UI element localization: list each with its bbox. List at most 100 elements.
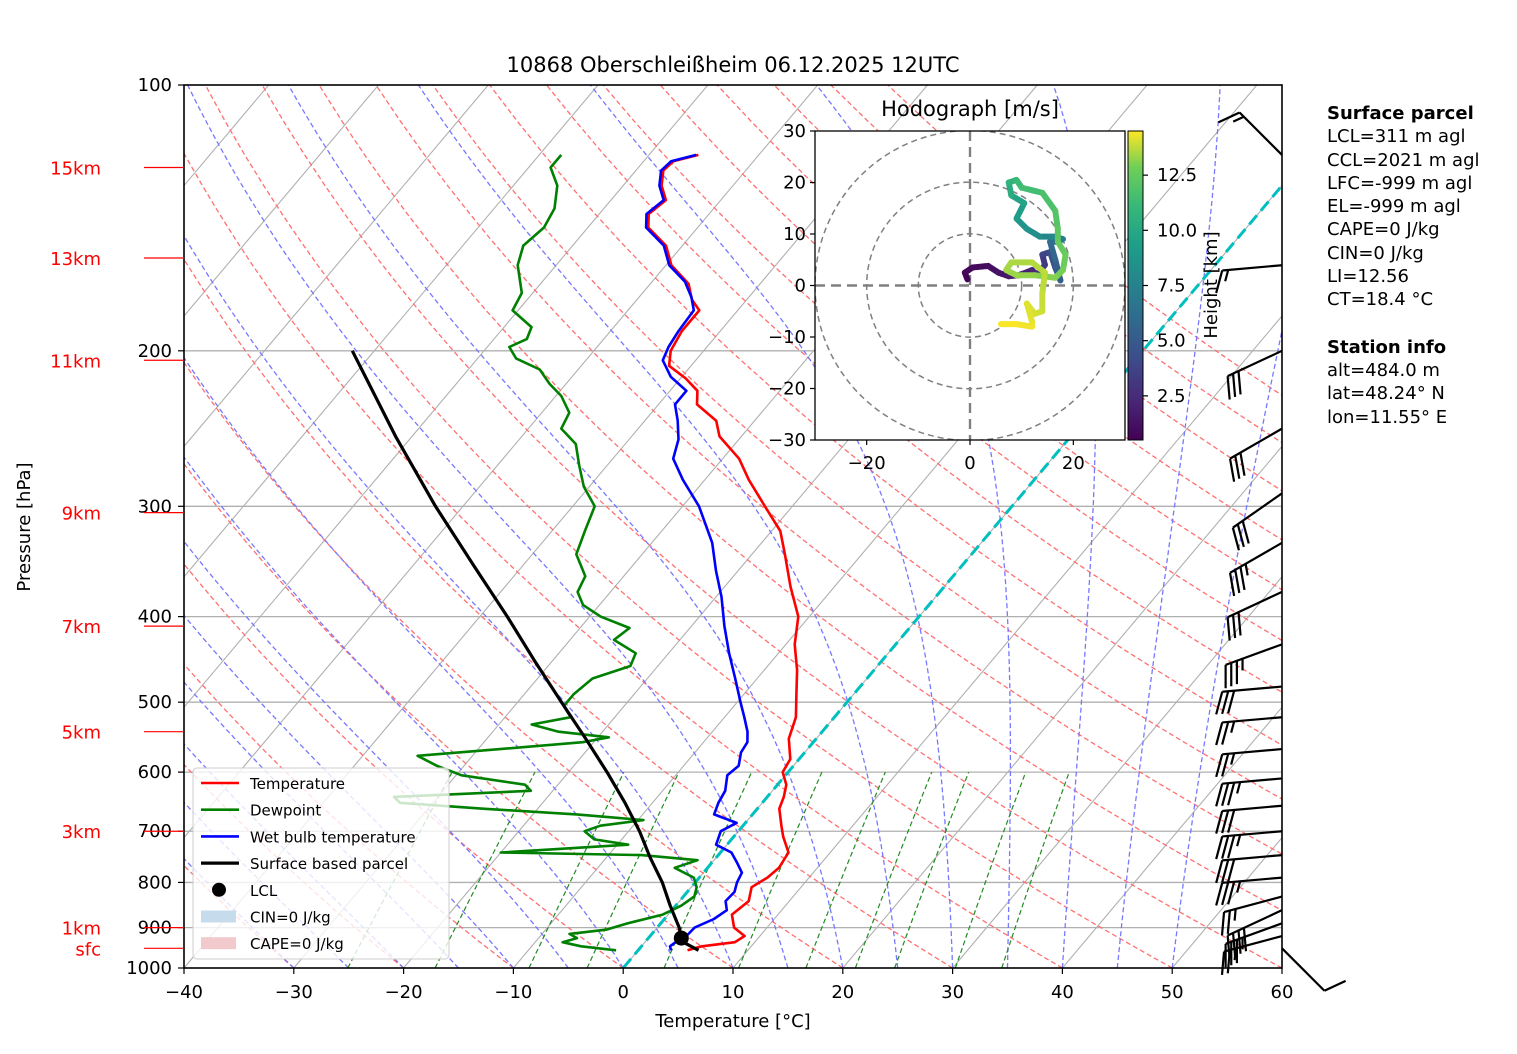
barb-staff	[1227, 349, 1283, 378]
colorbar-tick-label: 7.5	[1157, 276, 1186, 297]
barb-flag	[1226, 910, 1231, 934]
x-tick-label: −20	[385, 982, 423, 1003]
barb-flag	[1236, 523, 1245, 548]
wind-barb	[1226, 590, 1283, 641]
barb-staff	[1238, 111, 1283, 156]
barb-flag	[1220, 911, 1226, 936]
dry-adiabat	[184, 258, 953, 968]
mixing-ratio-line	[434, 771, 536, 968]
barb-flag	[1217, 111, 1241, 124]
wet-bulb-line	[644, 153, 749, 951]
station-info-line: lat=48.24° N	[1327, 383, 1445, 405]
legend-box	[192, 767, 450, 960]
height-label: 9km	[62, 504, 101, 525]
wind-barb	[1224, 922, 1283, 968]
barb-flag	[1221, 882, 1230, 906]
hodograph-segment	[1023, 300, 1035, 325]
x-axis-label: Temperature [°C]	[654, 1011, 810, 1032]
colorbar	[1127, 130, 1144, 441]
hodograph-title: Hodograph [m/s]	[881, 97, 1059, 121]
mixing-ratio-line	[1001, 771, 1070, 968]
lcl-marker	[673, 930, 689, 946]
barb-flag	[1215, 810, 1224, 834]
height-label: sfc	[75, 939, 101, 960]
mixing-ratio-line	[738, 771, 823, 968]
barb-flag	[1221, 835, 1230, 859]
barb-flag	[1220, 951, 1226, 975]
moist-adiabat	[1171, 327, 1282, 968]
isotherm	[184, 85, 489, 448]
barb-staff	[1222, 804, 1283, 813]
isotherm	[184, 85, 709, 709]
temperature-line	[647, 153, 800, 952]
surface-parcel-line: CIN=0 J/kg	[1327, 242, 1424, 264]
isotherm	[1061, 706, 1282, 968]
chart-title: 10868 Oberschleißheim 06.12.2025 12UTC	[507, 53, 960, 77]
isotherm	[184, 85, 379, 317]
wind-barb	[1215, 685, 1283, 715]
barb-staff	[1225, 643, 1283, 666]
barb-flag	[1226, 376, 1231, 400]
wind-barb	[1228, 427, 1283, 482]
y-tick-label: 500	[138, 692, 172, 713]
hodograph-segment	[1047, 238, 1059, 263]
barb-staff	[1229, 541, 1283, 574]
dry-adiabat	[184, 361, 844, 968]
barb-staff	[1222, 264, 1283, 272]
legend-swatch	[201, 937, 236, 950]
barb-flag	[1215, 691, 1224, 715]
barb-flag	[1215, 783, 1224, 807]
x-tick-label: −10	[494, 982, 532, 1003]
wind-barb	[1217, 111, 1283, 156]
moist-adiabat	[184, 681, 459, 968]
mixing-ratio-line	[854, 771, 933, 968]
y-tick-label: 200	[138, 341, 172, 362]
isotherm	[184, 85, 599, 578]
surface-parcel-line: CT=18.4 °C	[1327, 289, 1434, 311]
x-tick-label: 30	[941, 982, 964, 1003]
barb-staff	[1227, 909, 1283, 937]
height-label: 1km	[62, 919, 101, 940]
wind-barb	[1215, 854, 1283, 884]
barb-staff	[1222, 777, 1283, 785]
x-tick-label: 50	[1161, 982, 1184, 1003]
barb-staff	[1222, 830, 1283, 838]
barb-flag	[1231, 527, 1240, 551]
barb-staff	[1223, 895, 1283, 914]
x-tick-label: −40	[165, 982, 203, 1003]
legend-label: LCL	[250, 882, 278, 900]
wind-barb	[1215, 716, 1283, 746]
wind-barb	[1224, 643, 1283, 689]
legend-label: CAPE=0 J/kg	[250, 935, 344, 953]
station-info-heading: Station info	[1327, 336, 1447, 358]
surface-parcel-line: CCL=2021 m agl	[1327, 149, 1480, 171]
dry-adiabat	[184, 152, 1063, 968]
barb-staff	[1225, 922, 1283, 945]
barb-flag	[1227, 835, 1236, 859]
surface-parcel-line: LFC=-999 m agl	[1327, 172, 1473, 194]
barb-staff	[1222, 685, 1283, 693]
barb-flag	[1221, 690, 1230, 715]
moist-adiabat	[184, 614, 514, 968]
barb-half-flag	[1236, 880, 1242, 893]
legend-label: CIN=0 J/kg	[250, 909, 331, 927]
barb-flag	[1228, 572, 1236, 597]
barb-half-flag	[1232, 115, 1245, 123]
info-panel: Surface parcel LCL=311 m agl CCL=2021 m …	[1327, 102, 1480, 429]
mixing-ratio-line	[894, 771, 970, 968]
barb-flag	[1234, 569, 1241, 594]
hodograph-y-tick-label: −20	[768, 379, 806, 400]
x-tick-label: 20	[831, 982, 854, 1003]
hodograph-y-tick-label: 0	[795, 276, 806, 297]
x-tick-label: 0	[617, 982, 628, 1003]
y-tick-label: 600	[138, 762, 172, 783]
legend-label: Temperature	[249, 775, 345, 793]
wind-barb	[1215, 830, 1283, 860]
legend-label: Surface based parcel	[250, 855, 408, 873]
legend-swatch	[201, 910, 236, 923]
barb-flag	[1237, 612, 1242, 636]
parcel-line	[350, 350, 700, 952]
barb-half-flag	[1230, 752, 1236, 765]
barb-staff	[1222, 747, 1283, 756]
